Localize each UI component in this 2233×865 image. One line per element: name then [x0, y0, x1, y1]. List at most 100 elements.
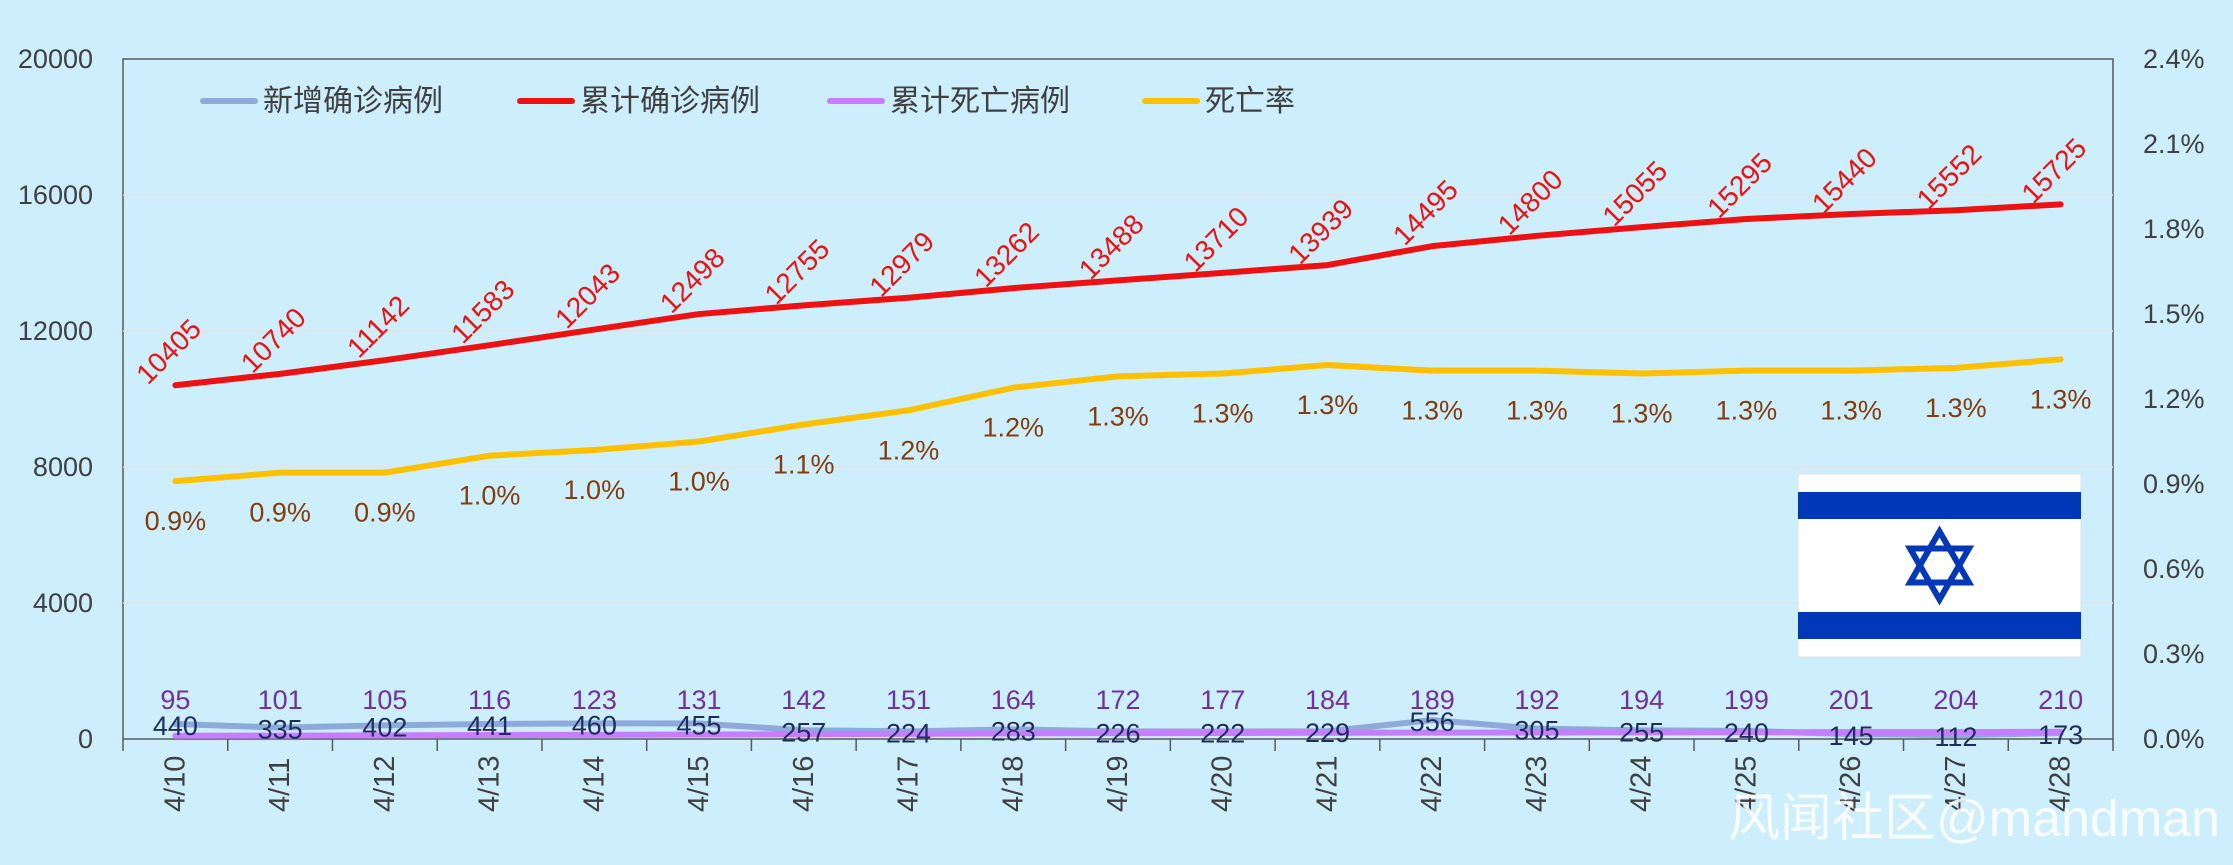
cumulative-deaths-label: 172	[1095, 685, 1140, 715]
new-cases-label: 440	[153, 711, 198, 741]
death-rate-label: 1.3%	[1192, 399, 1254, 429]
cumulative-deaths-label: 123	[572, 685, 617, 715]
new-cases-label: 283	[991, 716, 1036, 746]
new-cases-label: 229	[1305, 718, 1350, 748]
death-rate-label: 1.3%	[1925, 393, 1987, 423]
cumulative-cases-label: 15295	[1701, 147, 1778, 224]
cumulative-deaths-label: 199	[1724, 685, 1769, 715]
right-y-axis: 2.4% 2.1% 1.8% 1.5% 1.2% 0.9% 0.6% 0.3% 0.0%	[2143, 44, 2205, 754]
x-tick-label: 4/19	[1102, 756, 1134, 812]
right-tick-label: 1.5%	[2143, 299, 2205, 329]
new-cases-label: 460	[572, 710, 617, 740]
x-tick-label: 4/22	[1416, 756, 1448, 812]
series-lines	[172, 201, 2064, 739]
cumulative-deaths-label: 131	[677, 685, 722, 715]
x-tick-label: 4/17	[893, 756, 925, 812]
new-cases-label: 257	[781, 717, 826, 747]
death-rate-label: 1.3%	[2030, 384, 2092, 414]
death-rate-label: 1.1%	[773, 450, 835, 480]
left-tick-label: 4000	[33, 588, 93, 618]
new-cases-label: 441	[467, 711, 512, 741]
x-tick-label: 4/20	[1207, 756, 1239, 812]
cumulative-cases-label: 14495	[1387, 174, 1464, 251]
series-line-2	[172, 728, 2064, 739]
plot-frame	[122, 58, 2114, 740]
right-tick-label: 2.1%	[2143, 129, 2205, 159]
new-cases-label: 556	[1410, 707, 1455, 737]
cumulative-deaths-label: 142	[781, 685, 826, 715]
cumulative-cases-label: 10405	[130, 313, 207, 390]
cumulative-deaths-label: 177	[1200, 685, 1245, 715]
x-tick-label: 4/15	[683, 756, 715, 812]
death-rate-label: 1.0%	[564, 475, 626, 505]
x-tick-label: 4/23	[1521, 756, 1553, 812]
star-of-david-icon	[1904, 545, 1975, 606]
cumulative-cases-label: 10740	[235, 302, 312, 379]
x-tick-label: 4/16	[788, 756, 820, 812]
cumulative-deaths-label: 194	[1619, 685, 1664, 715]
death-rate-label: 1.3%	[1506, 396, 1568, 426]
cumulative-deaths-label: 192	[1514, 685, 1559, 715]
x-tick-label: 4/12	[369, 756, 401, 812]
flag-top-stripe	[1798, 492, 2081, 519]
death-rate-label: 0.9%	[354, 498, 416, 528]
cumulative-cases-label: 13262	[968, 216, 1045, 293]
right-tick-label: 0.9%	[2143, 469, 2205, 499]
new-cases-label: 145	[1829, 721, 1874, 751]
legend-label: 新增确诊病例	[263, 85, 443, 118]
cumulative-cases-label: 15552	[1911, 138, 1988, 215]
cumulative-deaths-label: 116	[468, 685, 511, 715]
cumulative-cases-label: 12979	[863, 226, 940, 303]
gridlines	[122, 58, 2114, 740]
death-rate-label: 0.9%	[145, 506, 207, 536]
right-tick-label: 0.6%	[2143, 554, 2205, 584]
cumulative-cases-label: 11142	[341, 289, 415, 363]
cumulative-deaths-label: 210	[2038, 685, 2083, 715]
cumulative-cases-label: 15055	[1596, 155, 1673, 232]
x-tick-label: 4/27	[1940, 756, 1972, 812]
new-cases-label: 335	[258, 715, 303, 745]
x-tick-label: 4/26	[1835, 756, 1867, 812]
star-of-david-icon	[1904, 525, 1975, 586]
new-cases-label: 402	[362, 712, 407, 742]
cumulative-deaths-label: 95	[160, 685, 190, 715]
cumulative-deaths-label: 101	[258, 685, 303, 715]
cumulative-cases-label: 13939	[1282, 193, 1359, 270]
cumulative-deaths-label: 105	[362, 685, 407, 715]
x-tick-label: 4/28	[2045, 756, 2077, 812]
new-cases-label: 255	[1619, 717, 1664, 747]
left-tick-label: 12000	[18, 316, 93, 346]
cumulative-cases-label: 12498	[654, 242, 731, 319]
cumulative-cases-label: 15440	[1806, 142, 1883, 219]
flag-bottom-stripe	[1798, 612, 2081, 639]
cumulative-deaths-label: 164	[991, 685, 1036, 715]
x-tick-label: 4/24	[1626, 756, 1658, 812]
watermark: 风闻社区@mandman	[1728, 790, 2220, 848]
cumulative-deaths-label: 151	[886, 685, 931, 715]
right-tick-label: 0.0%	[2143, 724, 2205, 754]
left-tick-label: 0	[78, 724, 93, 754]
death-rate-label: 1.3%	[1087, 401, 1149, 431]
new-cases-label: 226	[1095, 718, 1140, 748]
cumulative-cases-label: 14800	[1492, 164, 1569, 241]
cumulative-deaths-label: 204	[1933, 685, 1978, 715]
new-cases-label: 112	[1934, 722, 1977, 752]
right-tick-label: 1.8%	[2143, 214, 2205, 244]
cumulative-deaths-label: 189	[1410, 685, 1455, 715]
cumulative-cases-label: 12755	[759, 233, 836, 310]
new-cases-label: 224	[886, 718, 931, 748]
legend: 新增确诊病例 累计确诊病例 累计死亡病例 死亡率	[200, 85, 1295, 118]
new-cases-label: 173	[2038, 720, 2083, 750]
x-tick-label: 4/14	[578, 756, 610, 812]
left-tick-label: 20000	[18, 44, 93, 74]
death-rate-label: 1.3%	[1401, 396, 1463, 426]
new-cases-label: 240	[1724, 718, 1769, 748]
legend-label: 累计确诊病例	[580, 85, 760, 118]
cumulative-cases-label: 13710	[1178, 201, 1255, 278]
cumulative-cases-label: 12043	[549, 257, 626, 334]
legend-label: 死亡率	[1205, 85, 1295, 118]
new-cases-label: 455	[677, 711, 722, 741]
x-tick-label: 4/21	[1311, 756, 1343, 812]
right-tick-label: 0.3%	[2143, 639, 2205, 669]
